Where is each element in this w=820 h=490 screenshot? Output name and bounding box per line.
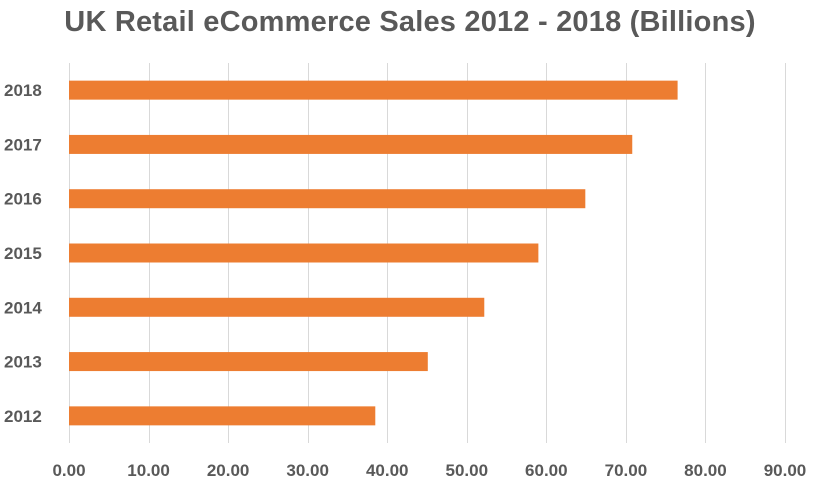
bars <box>69 80 678 426</box>
bar-2016 <box>69 189 586 209</box>
chart-title: UK Retail eCommerce Sales 2012 - 2018 (B… <box>64 6 756 38</box>
x-tick-label: 30.00 <box>286 461 329 480</box>
bar-2017 <box>69 134 633 154</box>
category-label-2014: 2014 <box>4 298 42 317</box>
bar-2018 <box>69 80 678 100</box>
x-tick-label: 10.00 <box>127 461 170 480</box>
x-tick-label: 80.00 <box>684 461 727 480</box>
bar-2013 <box>69 352 428 372</box>
x-tick-label: 0.00 <box>52 461 85 480</box>
bar-2012 <box>69 406 376 426</box>
category-label-2012: 2012 <box>4 407 42 426</box>
category-label-2017: 2017 <box>4 135 42 154</box>
x-tick-labels: 0.00 10.00 20.00 30.00 40.00 50.00 60.00 70.00 8… <box>52 461 806 480</box>
bar-2014 <box>69 297 485 317</box>
bar-2015 <box>69 243 539 263</box>
x-tick-label: 60.00 <box>525 461 568 480</box>
x-tick-label: 70.00 <box>605 461 648 480</box>
x-tick-label: 90.00 <box>764 461 807 480</box>
x-tick-label: 20.00 <box>207 461 250 480</box>
category-label-2016: 2016 <box>4 190 42 209</box>
category-labels: 2018 2017 2016 2015 2014 2013 2012 <box>4 81 42 426</box>
category-label-2018: 2018 <box>4 81 42 100</box>
x-tick-label: 50.00 <box>446 461 489 480</box>
category-label-2013: 2013 <box>4 353 42 372</box>
x-tick-label: 40.00 <box>366 461 409 480</box>
category-label-2015: 2015 <box>4 244 42 263</box>
